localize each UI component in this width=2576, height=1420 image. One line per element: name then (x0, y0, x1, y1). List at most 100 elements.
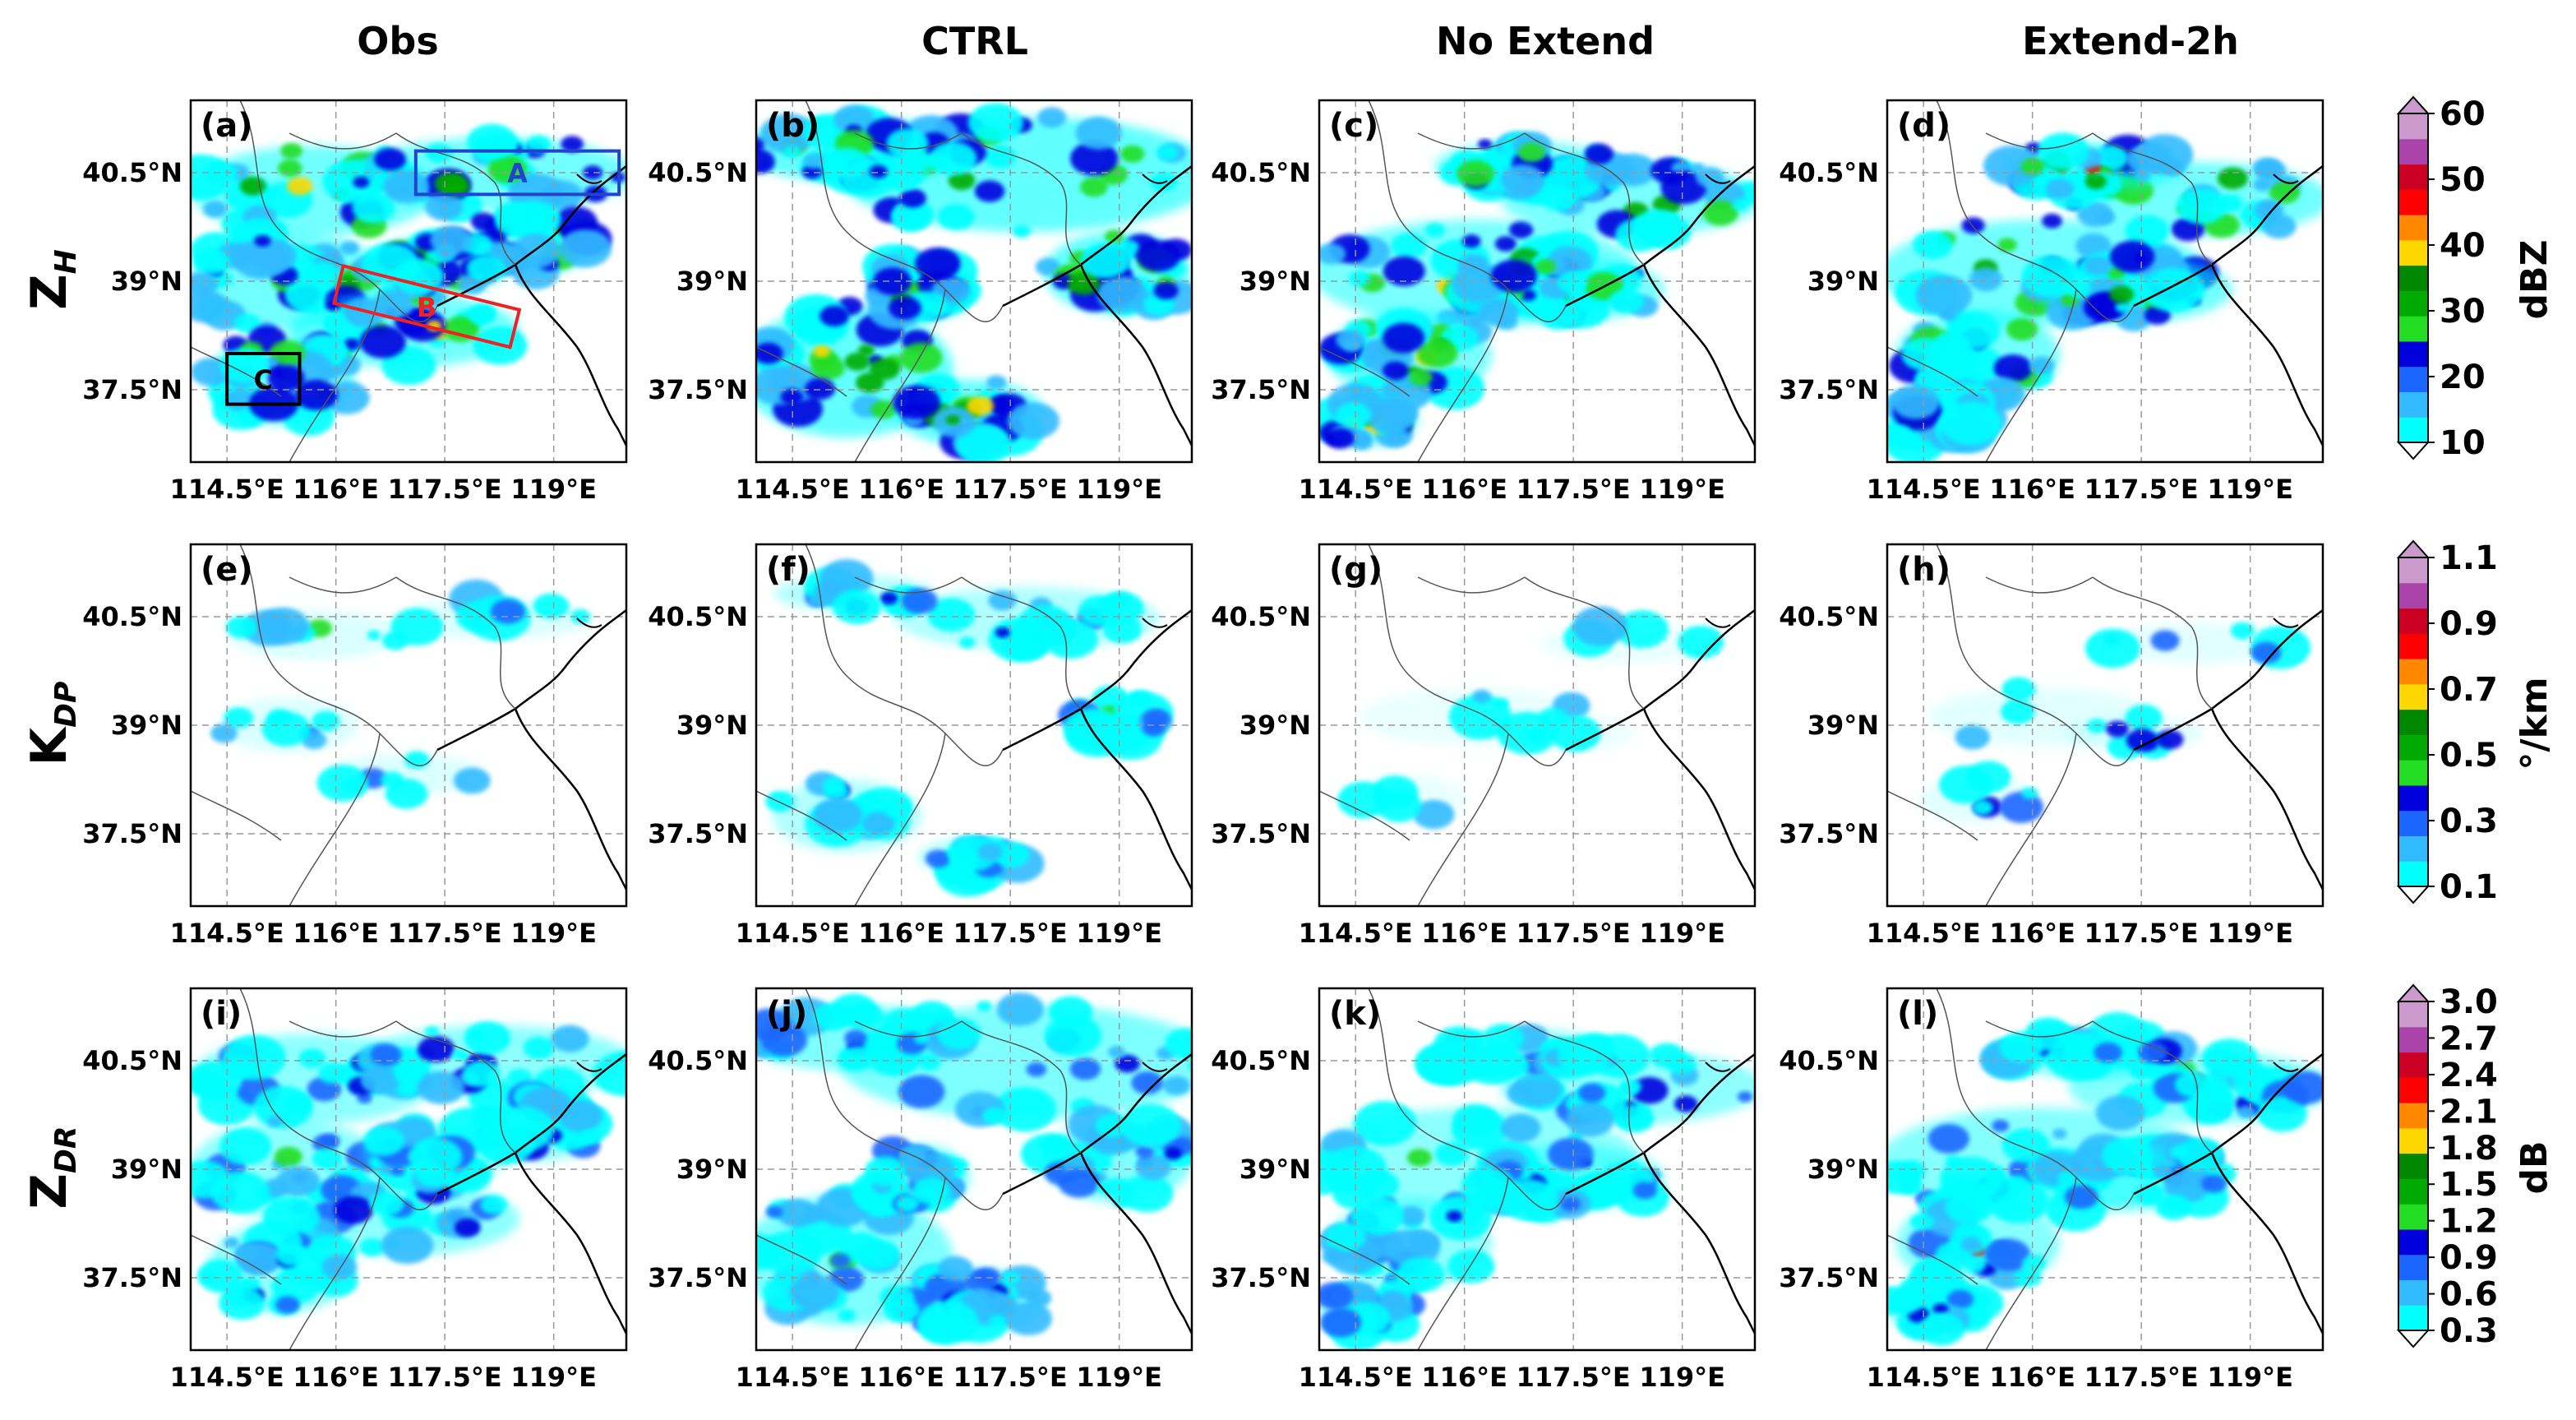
panel-c: (c) 40.5°N 39°N 37.5°N 114.5°E 116°E 117.5°E 11… (1211, 99, 1757, 505)
lat-tick-label: 37.5°N (1779, 1262, 1879, 1293)
colorbar-segment (2398, 734, 2428, 761)
panel-label: (i) (201, 995, 242, 1033)
coastline-south (1079, 264, 1192, 446)
province-borders (1887, 988, 2213, 1350)
panel-label: (c) (1329, 107, 1378, 145)
analysis-box-b: B (331, 263, 522, 349)
lon-tick-label: 116°E (1421, 918, 1507, 949)
lon-tick-label: 114.5°E (1867, 1362, 1981, 1393)
radar-field (1319, 1023, 1755, 1350)
coastline (2133, 609, 2323, 752)
colorbar-unit-db: dB (2514, 1140, 2555, 1194)
colorbar-segment (2398, 1305, 2428, 1331)
island (1705, 1062, 1731, 1072)
colorbar-tick-label: 2.1 (2440, 1093, 2498, 1131)
province-borders (756, 544, 1082, 906)
lon-tick-label: 114.5°E (736, 1362, 850, 1393)
lat-tick-label: 39°N (111, 266, 182, 297)
colorbar-tick-label: 3.0 (2440, 983, 2498, 1021)
lat-tick-label: 39°N (676, 266, 748, 297)
gridlines (1887, 100, 2323, 462)
lon-tick-label: 117.5°E (953, 1362, 1068, 1393)
analysis-box-a-label: A (507, 158, 528, 189)
lon-tick-label: 114.5°E (736, 918, 850, 949)
colorbar-segment (2398, 557, 2428, 584)
colorbar-segment (2398, 265, 2428, 291)
lon-tick-label: 116°E (1421, 474, 1507, 505)
province-borders (1319, 544, 1645, 906)
coastline (1565, 1053, 1755, 1196)
panel-k: (k) 40.5°N 39°N 37.5°N 114.5°E 116°E 117.5°E 11… (1211, 987, 1757, 1393)
panel-b: (b) 40.5°N 39°N 37.5°N 114.5°E 116°E 117.5°E 11… (648, 99, 1193, 505)
lon-tick-label: 116°E (293, 474, 379, 505)
colorbar-segment (2398, 835, 2428, 862)
panel-label: (k) (1329, 995, 1381, 1033)
lat-tick-label: 39°N (111, 710, 182, 741)
coastline (1002, 165, 1192, 308)
colorbar-segment (2398, 1204, 2428, 1230)
svg-text:ZH: ZH (21, 249, 83, 310)
coastline (436, 1053, 626, 1196)
radar-field (1887, 1012, 2323, 1346)
colorbar-tick-label: 0.1 (2440, 868, 2498, 906)
lat-tick-label: 37.5°N (1211, 374, 1311, 405)
lon-tick-label: 116°E (1989, 1362, 2075, 1393)
lat-tick-label: 40.5°N (1211, 1045, 1311, 1076)
gridlines (756, 544, 1192, 906)
lat-tick-label: 40.5°N (648, 601, 748, 632)
lon-tick-label: 116°E (1989, 474, 2075, 505)
coastline-south (514, 1152, 626, 1334)
colorbar-segment (2398, 608, 2428, 634)
colorbar-tick-label: 2.7 (2440, 1020, 2498, 1057)
colorbar-segment (2398, 1077, 2428, 1103)
colorbar-segment (2398, 138, 2428, 165)
lat-tick-label: 37.5°N (1211, 818, 1311, 849)
colorbar-extend-low (2396, 442, 2431, 460)
lon-tick-label: 119°E (1639, 474, 1725, 505)
lat-tick-label: 37.5°N (1779, 818, 1879, 849)
panel-label: (h) (1897, 551, 1950, 589)
island (576, 1062, 602, 1072)
row-label-zh-main: Z (21, 274, 78, 310)
lat-tick-label: 37.5°N (648, 1262, 748, 1293)
gridlines (1887, 544, 2323, 906)
panel-label: (f) (766, 551, 810, 589)
lat-tick-label: 40.5°N (82, 1045, 182, 1076)
lon-tick-label: 114.5°E (170, 1362, 284, 1393)
lon-tick-label: 114.5°E (1299, 1362, 1413, 1393)
lon-tick-label: 119°E (510, 1362, 597, 1393)
lat-tick-label: 39°N (111, 1154, 182, 1185)
colorbar-segment (2398, 113, 2428, 140)
lon-tick-label: 117.5°E (388, 918, 502, 949)
colorbar-segment (2398, 582, 2428, 609)
row-label-zh: ZH (21, 249, 83, 310)
colorbar-tick-label: 0.3 (2440, 1312, 2498, 1350)
colorbar-tick-label: 20 (2440, 358, 2486, 396)
coastline-south (1642, 264, 1755, 446)
svg-text:ZDR: ZDR (21, 1126, 83, 1209)
lon-tick-label: 114.5°E (170, 474, 284, 505)
panel-frame (1318, 543, 1757, 908)
panel-label: (g) (1329, 551, 1383, 589)
panel-frame (1886, 987, 2324, 1352)
lon-tick-label: 114.5°E (170, 918, 284, 949)
panel-a: A B C (a) 40.5°N 39°N 37.5°N 114.5°E 116°E 117.5°… (82, 99, 628, 505)
lon-tick-label: 116°E (293, 918, 379, 949)
panel-e: (e) 40.5°N 39°N 37.5°N 114.5°E 116°E 117.5°E 11… (82, 543, 628, 949)
island (2273, 1062, 2299, 1072)
colorbar-tick-label: 0.6 (2440, 1276, 2498, 1314)
colorbar-segment (2398, 709, 2428, 735)
colorbar-segment (2398, 1127, 2428, 1154)
panel-frame (1886, 543, 2324, 908)
colorbar-unit-dbz: dBZ (2514, 240, 2555, 320)
colorbar-extend-high (2396, 539, 2431, 558)
panel-h: (h) 40.5°N 39°N 37.5°N 114.5°E 116°E 117.5°E 11… (1779, 543, 2324, 949)
island (576, 617, 602, 628)
column-title-extend-2h: Extend-2h (2022, 19, 2239, 63)
colorbar-segment (2398, 1279, 2428, 1306)
coastline-south (1079, 708, 1192, 890)
radar-field (1920, 622, 2311, 825)
colorbar-segment (2398, 1254, 2428, 1280)
analysis-box-a: A (413, 149, 621, 197)
colorbar-segment (2398, 1026, 2428, 1053)
